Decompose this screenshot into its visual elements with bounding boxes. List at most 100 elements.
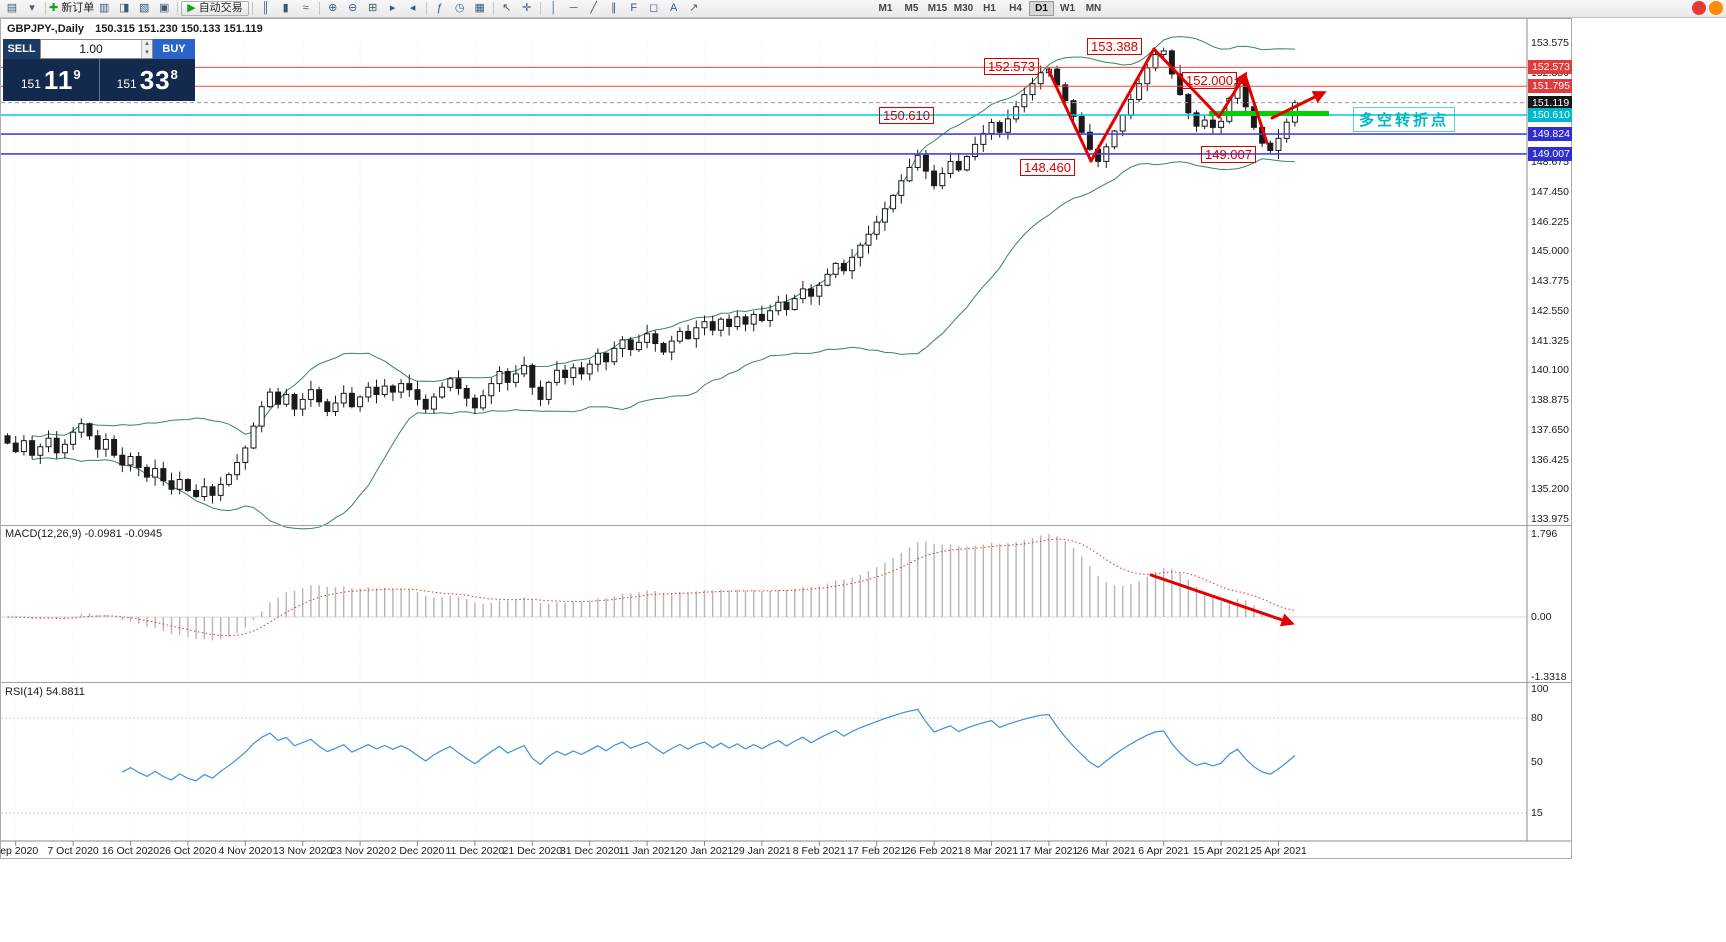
- volume-input[interactable]: 1.00 ▴ ▾: [40, 39, 153, 59]
- toolbar-right-group: [1692, 1, 1723, 15]
- trendline-icon[interactable]: ╱: [584, 1, 604, 16]
- bullish-arrow[interactable]: [1270, 91, 1327, 120]
- timeframe-h1-button[interactable]: H1: [983, 3, 996, 14]
- text-label-icon[interactable]: A: [664, 1, 684, 16]
- bollinger-bands: [32, 36, 1295, 530]
- trend-zigzag[interactable]: [1047, 47, 1269, 163]
- horizontal-line-icon[interactable]: ─: [564, 1, 584, 16]
- new-order-button: ✚: [49, 2, 59, 14]
- buy-big-figure: 151: [116, 77, 137, 91]
- tile-windows-icon: ⊞: [368, 2, 378, 14]
- chart-shift-icon[interactable]: ◂: [403, 1, 423, 16]
- bar-chart-icon[interactable]: ║: [256, 1, 276, 16]
- candlesticks: [4, 47, 1298, 504]
- buy-price-button[interactable]: 151 33 8: [100, 59, 196, 101]
- price-axis[interactable]: [1528, 19, 1571, 841]
- timeframe-m5-button[interactable]: M5: [904, 3, 919, 14]
- chart-window: GBPJPY-,Daily 150.315 151.230 150.133 15…: [0, 18, 1572, 859]
- buy-pips: 33: [139, 64, 171, 95]
- arrows-icon[interactable]: ↗: [684, 1, 704, 16]
- turning-point-label[interactable]: 多空转折点: [1353, 107, 1456, 132]
- equidistant-channel-icon: ∥: [610, 2, 617, 14]
- zoom-in-icon: ⊕: [328, 2, 338, 14]
- rsi-line: [122, 708, 1296, 782]
- vertical-line-icon[interactable]: │: [544, 1, 564, 16]
- buy-point: 8: [170, 66, 178, 82]
- toolbar-separator: [425, 2, 427, 15]
- terminal-icon: ▣: [159, 2, 170, 14]
- buy-button[interactable]: BUY: [153, 39, 195, 59]
- price-annotation[interactable]: 150.610: [879, 107, 934, 124]
- horizontal-line-icon: ─: [569, 2, 578, 14]
- new-order-button[interactable]: ✚ 新订单: [49, 1, 94, 16]
- chart-canvas[interactable]: [1, 19, 1571, 858]
- profiles-dropdown-icon[interactable]: ▾: [22, 1, 42, 16]
- terminal-icon[interactable]: ▣: [154, 1, 174, 16]
- volume-increase-button[interactable]: ▴: [141, 40, 152, 49]
- new-order-button-label: 新订单: [61, 2, 95, 14]
- autotrading-button: ▶: [187, 2, 196, 14]
- price-annotation[interactable]: 153.388: [1087, 38, 1142, 55]
- one-click-trading-panel: SELL 1.00 ▴ ▾ BUY 151 11 9 151 33 8: [3, 39, 195, 101]
- auto-scroll-icon[interactable]: ▸: [383, 1, 403, 16]
- sell-price-button[interactable]: 151 11 9: [3, 59, 99, 101]
- bar-chart-icon: ║: [261, 2, 270, 14]
- trendline-icon: ╱: [590, 2, 597, 14]
- navigator-icon[interactable]: ▧: [134, 1, 154, 16]
- cursor-icon[interactable]: ↖: [497, 1, 517, 16]
- periods-icon[interactable]: ◷: [450, 1, 470, 16]
- new-chart-icon[interactable]: ▤: [2, 1, 22, 16]
- price-annotation[interactable]: 152.573: [984, 58, 1039, 75]
- timeframe-w1-button[interactable]: W1: [1060, 3, 1075, 14]
- equidistant-channel-icon[interactable]: ∥: [604, 1, 624, 16]
- line-chart-icon[interactable]: ≈: [296, 1, 316, 16]
- data-window-icon[interactable]: ◨: [114, 1, 134, 16]
- candlestick-chart-icon[interactable]: ▮: [276, 1, 296, 16]
- fibonacci-icon[interactable]: F: [624, 1, 644, 16]
- templates-icon: ▦: [474, 2, 485, 14]
- timeframe-h4-button[interactable]: H4: [1009, 3, 1022, 14]
- indicators-icon: ƒ: [436, 2, 443, 14]
- new-chart-icon: ▤: [6, 2, 18, 14]
- toolbar-left-group: ▤ ▾ ✚ 新订单 ▥ ◨ ▧ ▣ ▶ 自动交易 ║ ▮ ≈ ⊕ ⊖ ⊞ ▸ ◂ ƒ ◷ ▦ ↖ ✛ │ ─ ╱ ∥ F ◻ A ↗: [2, 1, 704, 16]
- autotrading-button[interactable]: ▶ 自动交易: [181, 1, 249, 16]
- zoom-out-icon[interactable]: ⊖: [343, 1, 363, 16]
- tile-windows-icon[interactable]: ⊞: [363, 1, 383, 16]
- autotrading-button-label: 自动交易: [198, 2, 243, 14]
- candlestick-chart-icon: ▮: [282, 2, 289, 14]
- vertical-line-icon: │: [550, 2, 558, 14]
- community-icon[interactable]: [1709, 1, 1723, 15]
- templates-icon[interactable]: ▦: [470, 1, 490, 16]
- timeframe-m15-button[interactable]: M15: [927, 3, 948, 14]
- sell-pips: 11: [43, 64, 74, 95]
- crosshair-icon[interactable]: ✛: [517, 1, 537, 16]
- fibonacci-icon: F: [630, 2, 638, 14]
- macd-bearish-arrow[interactable]: [1149, 573, 1295, 627]
- line-chart-icon: ≈: [302, 2, 309, 14]
- timeframe-m30-button[interactable]: M30: [953, 3, 974, 14]
- sell-point: 9: [73, 66, 81, 82]
- indicators-icon[interactable]: ƒ: [430, 1, 450, 16]
- price-annotation[interactable]: 152.000: [1182, 72, 1237, 89]
- toolbar-separator: [177, 2, 179, 15]
- chart-shift-icon: ◂: [409, 2, 416, 14]
- price-annotation[interactable]: 148.460: [1020, 159, 1075, 176]
- market-watch-icon[interactable]: ▥: [94, 1, 114, 16]
- shapes-icon[interactable]: ◻: [644, 1, 664, 16]
- volume-value: 1.00: [79, 42, 103, 56]
- timeframe-m1-button[interactable]: M1: [878, 3, 893, 14]
- volume-decrease-button[interactable]: ▾: [141, 49, 152, 58]
- grid-lines: [15, 43, 1279, 839]
- time-axis[interactable]: [1, 842, 1527, 858]
- sell-button[interactable]: SELL: [3, 39, 40, 59]
- navigator-icon: ▧: [139, 2, 150, 14]
- timeframe-d1-button[interactable]: D1: [1029, 1, 1054, 16]
- timeframe-mn-button[interactable]: MN: [1085, 3, 1102, 14]
- cursor-icon: ↖: [502, 2, 512, 14]
- toolbar-separator: [318, 2, 320, 15]
- price-level-lines[interactable]: [1, 66, 1527, 155]
- zoom-in-icon[interactable]: ⊕: [323, 1, 343, 16]
- sell-big-figure: 151: [20, 77, 41, 91]
- price-annotation[interactable]: 149.007: [1201, 146, 1256, 163]
- news-icon[interactable]: [1692, 1, 1706, 15]
